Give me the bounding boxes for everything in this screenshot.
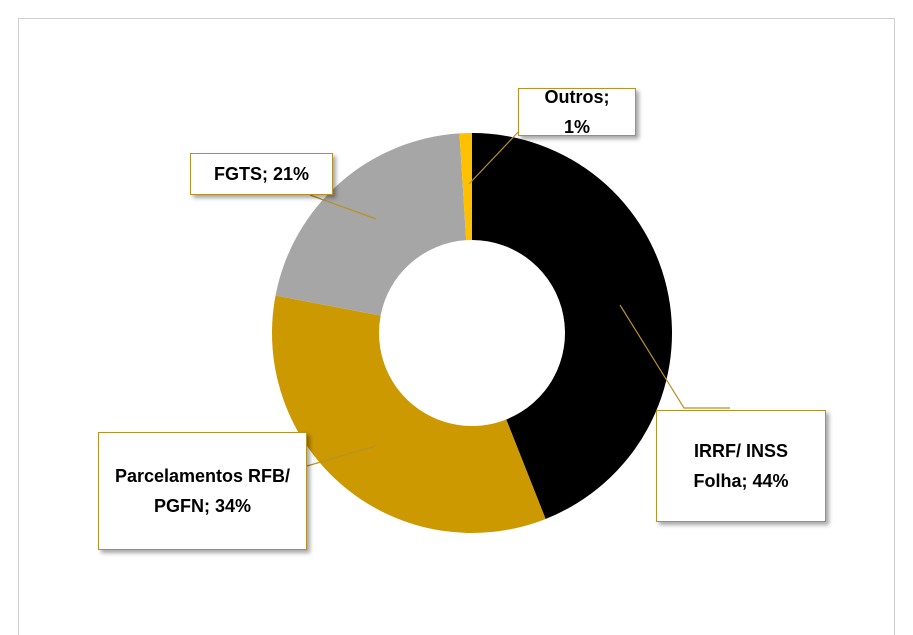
donut-slice	[459, 133, 472, 241]
leader-line	[468, 127, 523, 185]
chart-border	[18, 18, 895, 635]
data-label: IRRF/ INSS Folha; 44%	[656, 410, 826, 522]
data-label: Parcelamentos RFB/ PGFN; 34%	[98, 432, 307, 550]
leader-line	[299, 445, 377, 469]
data-label: FGTS; 21%	[190, 153, 333, 195]
leader-line	[619, 304, 730, 409]
donut-slice	[472, 133, 673, 519]
donut-slice	[275, 133, 467, 316]
leader-line	[309, 194, 377, 220]
donut-slice	[272, 295, 546, 534]
slices	[272, 133, 673, 534]
data-label: Outros; 1%	[518, 87, 636, 137]
leader-lines	[299, 127, 730, 469]
